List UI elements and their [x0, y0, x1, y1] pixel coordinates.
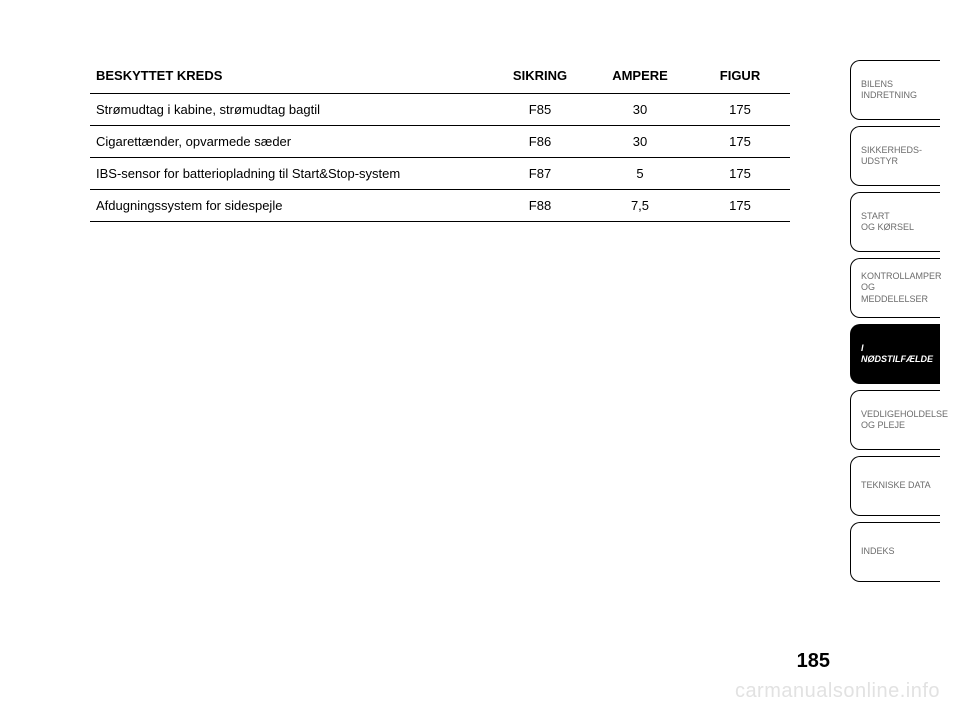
fuse-table-body: Strømudtag i kabine, strømudtag bagtil F… — [90, 94, 790, 222]
table-row: Strømudtag i kabine, strømudtag bagtil F… — [90, 94, 790, 126]
tab-label-line2: UDSTYR — [861, 156, 934, 167]
page-root: BESKYTTET KREDS SIKRING AMPERE FIGUR Str… — [0, 0, 960, 709]
cell-circuit: Strømudtag i kabine, strømudtag bagtil — [90, 94, 490, 126]
tab-label-line1: VEDLIGEHOLDELSE — [861, 409, 934, 420]
tab-sikkerheds-udstyr[interactable]: SIKKERHEDS- UDSTYR — [850, 126, 940, 186]
tab-tekniske-data[interactable]: TEKNISKE DATA — [850, 456, 940, 516]
tab-indeks[interactable]: INDEKS — [850, 522, 940, 582]
col-header-ampere: AMPERE — [590, 60, 690, 94]
table-row: Afdugningssystem for sidespejle F88 7,5 … — [90, 190, 790, 222]
cell-circuit: Afdugningssystem for sidespejle — [90, 190, 490, 222]
tab-label-line1: KONTROLLAMPER — [861, 271, 934, 282]
fuse-table-header-row: BESKYTTET KREDS SIKRING AMPERE FIGUR — [90, 60, 790, 94]
cell-figure: 175 — [690, 158, 790, 190]
watermark-text: carmanualsonline.info — [735, 680, 940, 703]
fuse-table-head: BESKYTTET KREDS SIKRING AMPERE FIGUR — [90, 60, 790, 94]
table-row: Cigarettænder, opvarmede sæder F86 30 17… — [90, 126, 790, 158]
cell-ampere: 30 — [590, 94, 690, 126]
tab-label-line2: OG KØRSEL — [861, 222, 934, 233]
cell-fuse: F86 — [490, 126, 590, 158]
tab-label-line1: BILENS — [861, 79, 934, 90]
content-area: BESKYTTET KREDS SIKRING AMPERE FIGUR Str… — [0, 0, 850, 709]
tab-label-line2: INDRETNING — [861, 90, 934, 101]
cell-figure: 175 — [690, 190, 790, 222]
cell-figure: 175 — [690, 126, 790, 158]
tab-label-line2: OG PLEJE — [861, 420, 934, 431]
tab-label-line1: TEKNISKE DATA — [861, 480, 934, 491]
tab-start-og-korsel[interactable]: START OG KØRSEL — [850, 192, 940, 252]
tab-i-nodstilfaelde[interactable]: I NØDSTILFÆLDE — [850, 324, 940, 384]
side-tabs: BILENS INDRETNING SIKKERHEDS- UDSTYR STA… — [850, 0, 960, 709]
fuse-table: BESKYTTET KREDS SIKRING AMPERE FIGUR Str… — [90, 60, 790, 222]
cell-circuit: Cigarettænder, opvarmede sæder — [90, 126, 490, 158]
tab-label-line1: SIKKERHEDS- — [861, 145, 934, 156]
cell-ampere: 30 — [590, 126, 690, 158]
tab-kontrollamper[interactable]: KONTROLLAMPER OG MEDDELELSER — [850, 258, 940, 318]
cell-figure: 175 — [690, 94, 790, 126]
tab-bilens-indretning[interactable]: BILENS INDRETNING — [850, 60, 940, 120]
tab-label-line2: OG MEDDELELSER — [861, 282, 934, 305]
page-number: 185 — [797, 650, 830, 673]
cell-fuse: F87 — [490, 158, 590, 190]
tab-vedligeholdelse[interactable]: VEDLIGEHOLDELSE OG PLEJE — [850, 390, 940, 450]
cell-ampere: 5 — [590, 158, 690, 190]
cell-circuit: IBS-sensor for batteriopladning til Star… — [90, 158, 490, 190]
col-header-circuit: BESKYTTET KREDS — [90, 60, 490, 94]
tab-label-line1: I NØDSTILFÆLDE — [861, 343, 934, 366]
cell-ampere: 7,5 — [590, 190, 690, 222]
cell-fuse: F85 — [490, 94, 590, 126]
col-header-fuse: SIKRING — [490, 60, 590, 94]
cell-fuse: F88 — [490, 190, 590, 222]
tab-label-line1: START — [861, 211, 934, 222]
col-header-figure: FIGUR — [690, 60, 790, 94]
tab-label-line1: INDEKS — [861, 546, 934, 557]
table-row: IBS-sensor for batteriopladning til Star… — [90, 158, 790, 190]
